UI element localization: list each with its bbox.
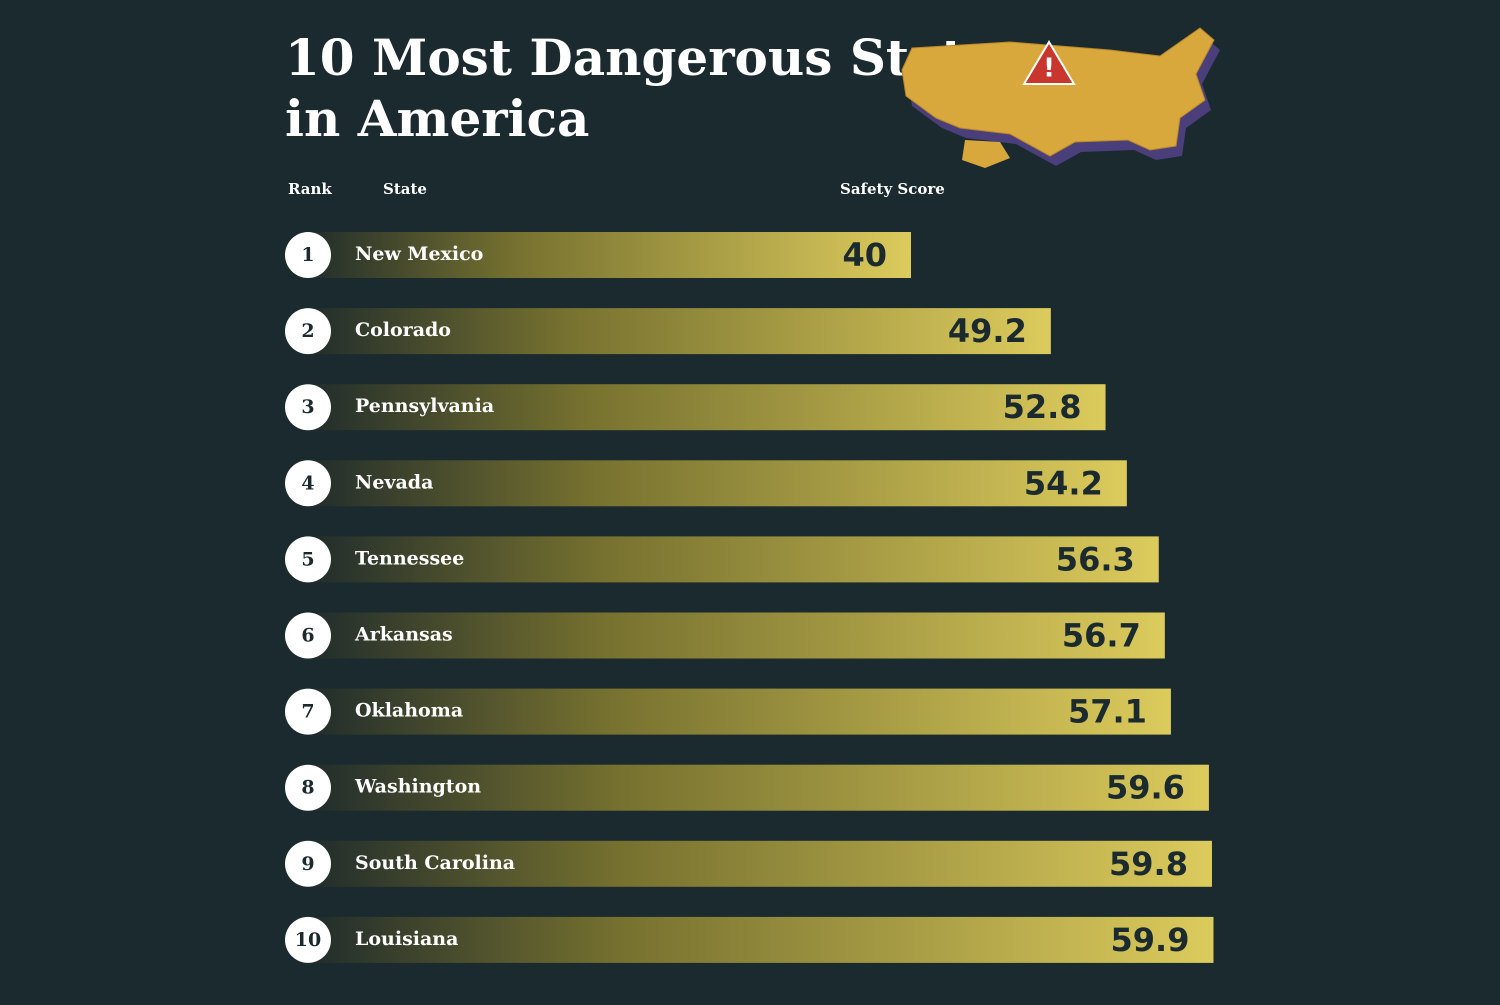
rank-label: 3: [301, 396, 314, 418]
category-label: Washington: [354, 776, 481, 798]
rank-label: 8: [301, 777, 314, 799]
svg-text:!: !: [1043, 54, 1055, 84]
category-label: Pennsylvania: [355, 395, 494, 417]
rank-label: 9: [301, 853, 314, 875]
column-header: Rank: [288, 180, 332, 198]
rank-label: 4: [301, 472, 314, 494]
rank-badge: [285, 308, 331, 355]
column-header: State: [383, 180, 427, 198]
bar: [303, 460, 1127, 507]
category-label: Tennessee: [355, 547, 464, 569]
us-map-illustration: !: [901, 27, 1220, 168]
chart-title: 10 Most Dangerous States: [285, 28, 1024, 87]
value-label: 40: [842, 236, 887, 274]
rank-badge: [285, 460, 331, 507]
category-label: Louisiana: [355, 928, 458, 950]
bar: [303, 840, 1212, 887]
category-label: Oklahoma: [355, 700, 463, 722]
rank-label: 7: [301, 701, 314, 723]
bar: [303, 764, 1209, 811]
category-label: Arkansas: [354, 624, 453, 646]
rank-badge: [285, 916, 331, 963]
value-label: 59.8: [1109, 845, 1188, 883]
rank-label: 2: [301, 320, 314, 342]
column-header: Safety Score: [840, 180, 945, 198]
value-label: 57.1: [1068, 693, 1147, 731]
rank-label: 10: [295, 929, 321, 951]
rank-badge: [285, 612, 331, 659]
category-label: New Mexico: [355, 243, 483, 265]
value-label: 59.6: [1106, 769, 1185, 807]
rank-badge: [285, 536, 331, 583]
bar: [303, 232, 911, 278]
rank-label: 6: [301, 625, 314, 647]
rank-badge: [285, 688, 331, 735]
rank-badge: [285, 384, 331, 431]
bar: [303, 308, 1051, 355]
value-label: 54.2: [1024, 464, 1103, 502]
rank-badge: [285, 764, 331, 811]
category-label: Colorado: [355, 319, 451, 341]
bar: [303, 536, 1159, 583]
value-label: 56.3: [1056, 540, 1135, 578]
bar: [303, 612, 1165, 659]
value-label: 49.2: [948, 312, 1027, 350]
rank-label: 5: [301, 548, 314, 570]
rank-label: 1: [301, 244, 314, 266]
value-label: 56.7: [1062, 617, 1141, 655]
category-label: Nevada: [355, 471, 433, 493]
value-label: 59.9: [1111, 921, 1190, 959]
value-label: 52.8: [1003, 388, 1082, 426]
chart-title: in America: [285, 89, 589, 148]
bar: [303, 916, 1214, 963]
category-label: South Carolina: [355, 852, 515, 874]
bar: [303, 688, 1171, 735]
rank-badge: [285, 232, 331, 278]
rank-badge: [285, 840, 331, 887]
bar: [303, 384, 1106, 431]
